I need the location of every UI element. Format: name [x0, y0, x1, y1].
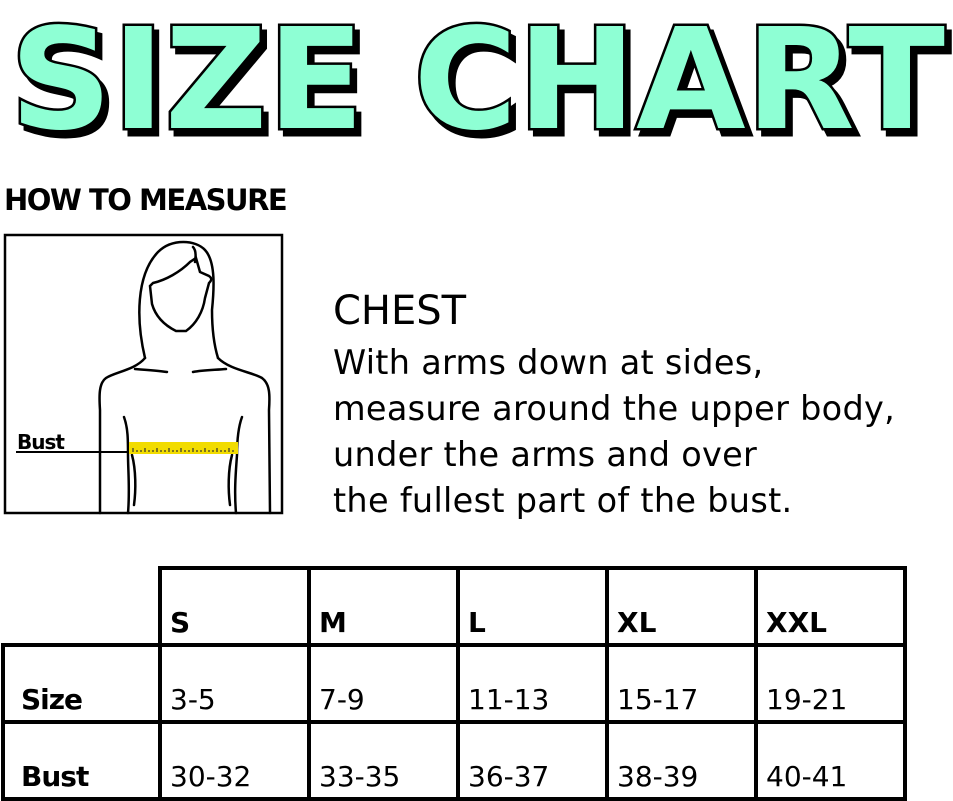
table-cell: 19-21	[754, 643, 907, 724]
table-cell: 38-39	[605, 720, 758, 801]
column-header: S	[158, 566, 311, 647]
column-header: XXL	[754, 566, 907, 647]
row-header: Size	[1, 643, 162, 724]
table-cell: 33-35	[307, 720, 460, 801]
chest-instructions: With arms down at sides, measure around …	[333, 340, 895, 524]
tape-ticks	[132, 448, 234, 452]
table-cell: 7-9	[307, 643, 460, 724]
bust-label: Bust	[17, 430, 65, 454]
table-cell: 11-13	[456, 643, 609, 724]
table-row: Bust 30-32 33-35 36-37 38-39 40-41	[1, 720, 907, 801]
table-cell: 40-41	[754, 720, 907, 801]
column-header: XL	[605, 566, 758, 647]
instruction-line: With arms down at sides,	[333, 343, 764, 382]
page-title: SIZE CHART	[8, 0, 948, 150]
size-table: S M L XL XXL Size 3-5 7-9 11-13 15-17 19…	[1, 566, 907, 801]
measurement-figure: Bust	[3, 233, 284, 515]
table-cell: 36-37	[456, 720, 609, 801]
table-cell: 3-5	[158, 643, 311, 724]
instruction-line: measure around the upper body,	[333, 389, 896, 428]
blank-cell	[3, 568, 162, 647]
instruction-line: under the arms and over	[333, 435, 758, 474]
how-to-measure-heading: HOW TO MEASURE	[4, 183, 288, 217]
table-cell: 15-17	[605, 643, 758, 724]
woman-outline-icon	[98, 240, 272, 515]
chest-heading: CHEST	[333, 288, 467, 334]
table-cell: 30-32	[158, 720, 311, 801]
column-header: M	[307, 566, 460, 647]
row-header: Bust	[1, 720, 162, 801]
measuring-tape	[129, 442, 238, 454]
column-header: L	[456, 566, 609, 647]
title-text: SIZE CHART	[10, 0, 945, 150]
instruction-line: the fullest part of the bust.	[333, 481, 793, 520]
table-header-row: S M L XL XXL	[3, 566, 907, 647]
table-row: Size 3-5 7-9 11-13 15-17 19-21	[1, 643, 907, 724]
